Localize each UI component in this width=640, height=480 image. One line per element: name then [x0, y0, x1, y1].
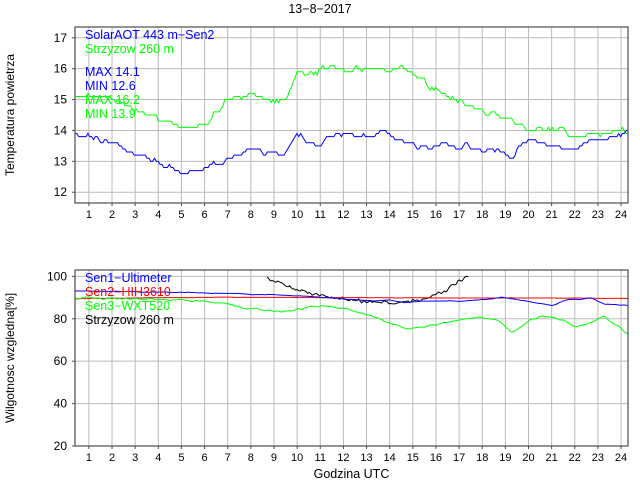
svg-text:15: 15 [54, 93, 68, 107]
svg-text:13: 13 [360, 209, 372, 221]
svg-text:1: 1 [86, 452, 92, 464]
svg-text:21: 21 [546, 452, 558, 464]
svg-text:8: 8 [248, 452, 254, 464]
svg-text:20: 20 [54, 439, 68, 453]
svg-text:17: 17 [453, 209, 465, 221]
svg-text:Sen2−HIH3610: Sen2−HIH3610 [85, 285, 171, 299]
svg-text:15: 15 [407, 452, 419, 464]
svg-text:5: 5 [178, 452, 184, 464]
svg-text:Strzyzow 260 m: Strzyzow 260 m [85, 313, 174, 327]
svg-text:2: 2 [109, 209, 115, 221]
svg-text:MIN 12.6: MIN 12.6 [85, 79, 136, 93]
svg-text:80: 80 [54, 312, 68, 326]
svg-text:24: 24 [615, 452, 627, 464]
svg-text:100: 100 [47, 269, 67, 283]
svg-text:MIN 13.9: MIN 13.9 [85, 107, 136, 121]
svg-text:Temperatura powietrza: Temperatura powietrza [3, 54, 17, 176]
svg-text:23: 23 [592, 209, 604, 221]
svg-text:19: 19 [499, 209, 511, 221]
svg-text:4: 4 [155, 452, 161, 464]
svg-text:40: 40 [54, 397, 68, 411]
svg-text:60: 60 [54, 354, 68, 368]
svg-text:18: 18 [476, 452, 488, 464]
svg-text:9: 9 [271, 209, 277, 221]
svg-text:16: 16 [54, 62, 68, 76]
svg-text:20: 20 [522, 452, 534, 464]
svg-text:21: 21 [546, 209, 558, 221]
svg-text:13: 13 [360, 452, 372, 464]
svg-text:7: 7 [225, 209, 231, 221]
svg-text:SolarAOT 443 m−Sen2: SolarAOT 443 m−Sen2 [85, 28, 214, 42]
svg-text:Sen1−Ultimeter: Sen1−Ultimeter [85, 271, 172, 285]
svg-text:17: 17 [453, 452, 465, 464]
svg-text:24: 24 [615, 209, 627, 221]
svg-text:13−8−2017: 13−8−2017 [288, 2, 351, 16]
svg-text:16: 16 [430, 452, 442, 464]
svg-text:MAX 14.1: MAX 14.1 [85, 65, 140, 79]
svg-text:10: 10 [291, 452, 303, 464]
svg-text:4: 4 [155, 209, 161, 221]
svg-text:MAX 16.2: MAX 16.2 [85, 93, 140, 107]
svg-text:17: 17 [54, 31, 68, 45]
svg-text:1: 1 [86, 209, 92, 221]
svg-text:14: 14 [54, 123, 68, 137]
svg-text:11: 11 [315, 209, 326, 221]
svg-text:8: 8 [248, 209, 254, 221]
svg-text:12: 12 [337, 209, 349, 221]
svg-text:3: 3 [132, 452, 138, 464]
svg-text:6: 6 [202, 452, 208, 464]
svg-text:Wilgotnosc wzgledna[%]: Wilgotnosc wzgledna[%] [3, 293, 17, 423]
svg-text:12: 12 [54, 185, 68, 199]
svg-text:Strzyzow 260 m: Strzyzow 260 m [85, 42, 174, 56]
svg-text:22: 22 [569, 209, 581, 221]
svg-text:12: 12 [337, 452, 349, 464]
svg-text:20: 20 [522, 209, 534, 221]
svg-text:11: 11 [315, 452, 326, 464]
svg-text:14: 14 [384, 209, 396, 221]
svg-text:16: 16 [430, 209, 442, 221]
svg-text:2: 2 [109, 452, 115, 464]
svg-text:10: 10 [291, 209, 303, 221]
svg-text:23: 23 [592, 452, 604, 464]
svg-text:22: 22 [569, 452, 581, 464]
svg-text:13: 13 [54, 154, 68, 168]
svg-text:9: 9 [271, 452, 277, 464]
svg-text:3: 3 [132, 209, 138, 221]
svg-text:6: 6 [202, 209, 208, 221]
svg-text:14: 14 [384, 452, 396, 464]
svg-text:5: 5 [178, 209, 184, 221]
svg-text:Sen3−WXT520: Sen3−WXT520 [85, 299, 170, 313]
svg-text:7: 7 [225, 452, 231, 464]
svg-text:Godzina UTC: Godzina UTC [314, 467, 390, 480]
svg-text:18: 18 [476, 209, 488, 221]
svg-text:15: 15 [407, 209, 419, 221]
svg-text:19: 19 [499, 452, 511, 464]
